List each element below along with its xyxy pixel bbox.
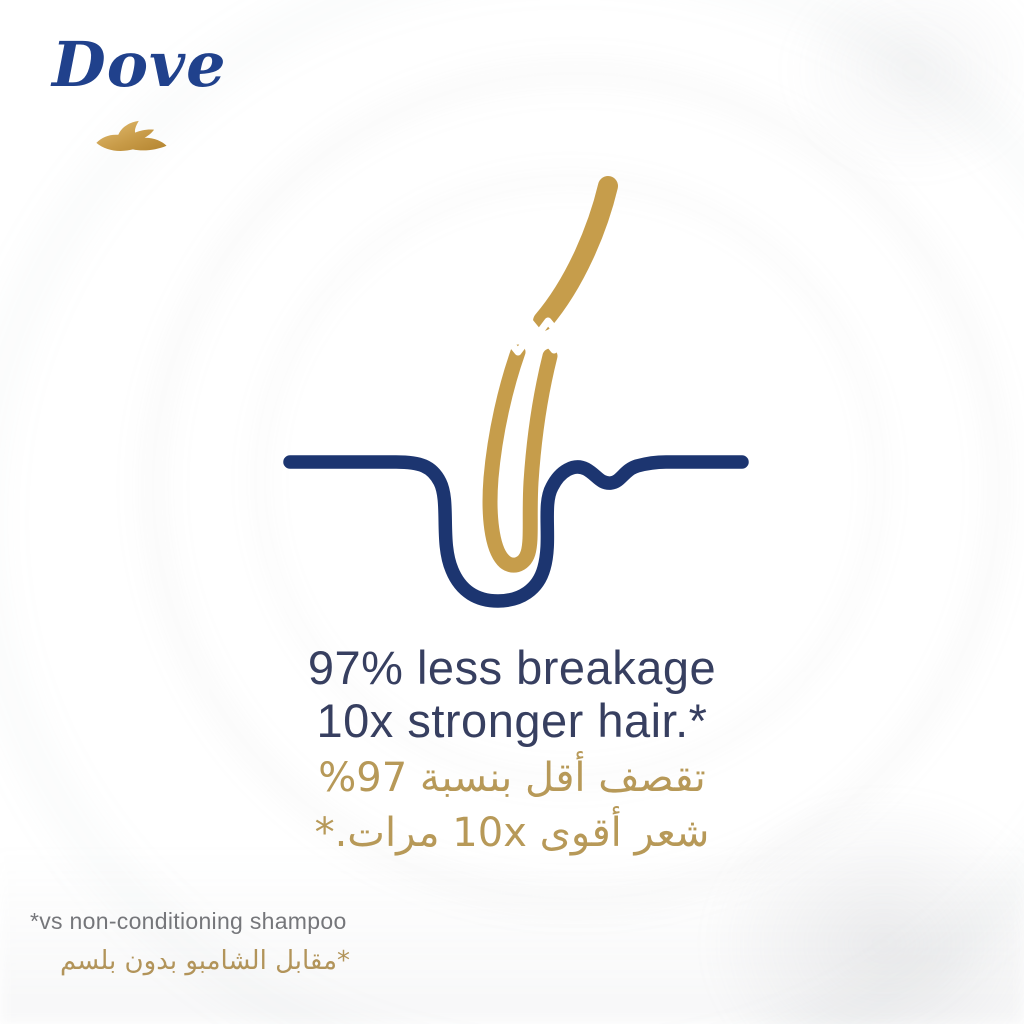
swirl-shade-bottom (0, 844, 1024, 1024)
claim-en-line1: 97% less breakage (307, 641, 717, 694)
hair-strand-upper (533, 176, 618, 331)
skin-line (283, 455, 749, 608)
claim-headline-en: 97% less breakage 10x stronger hair.* (0, 641, 1024, 747)
footnote-block: *vs non-conditioning shampoo *مقابل الشا… (30, 906, 350, 978)
dove-bird-icon (96, 120, 167, 151)
claim-ar-line1: تقصف أقل بنسبة 97% (318, 755, 706, 801)
claim-en-line2: 10x stronger hair.* (316, 694, 708, 747)
dove-logo-wordmark: Dove (52, 28, 227, 101)
hair-break-cut-upper (517, 316, 570, 338)
hair-strand-root (482, 344, 558, 573)
footnote-en: *vs non-conditioning shampoo (30, 908, 347, 934)
claim-headline-ar: تقصف أقل بنسبة 97% شعر أقوى 10x مرات.* (0, 751, 1024, 861)
hair-break-cut-lower (496, 335, 558, 357)
footnote-ar: *مقابل الشامبو بدون بلسم (59, 946, 350, 976)
claim-ar-line2: شعر أقوى 10x مرات.* (314, 810, 710, 856)
